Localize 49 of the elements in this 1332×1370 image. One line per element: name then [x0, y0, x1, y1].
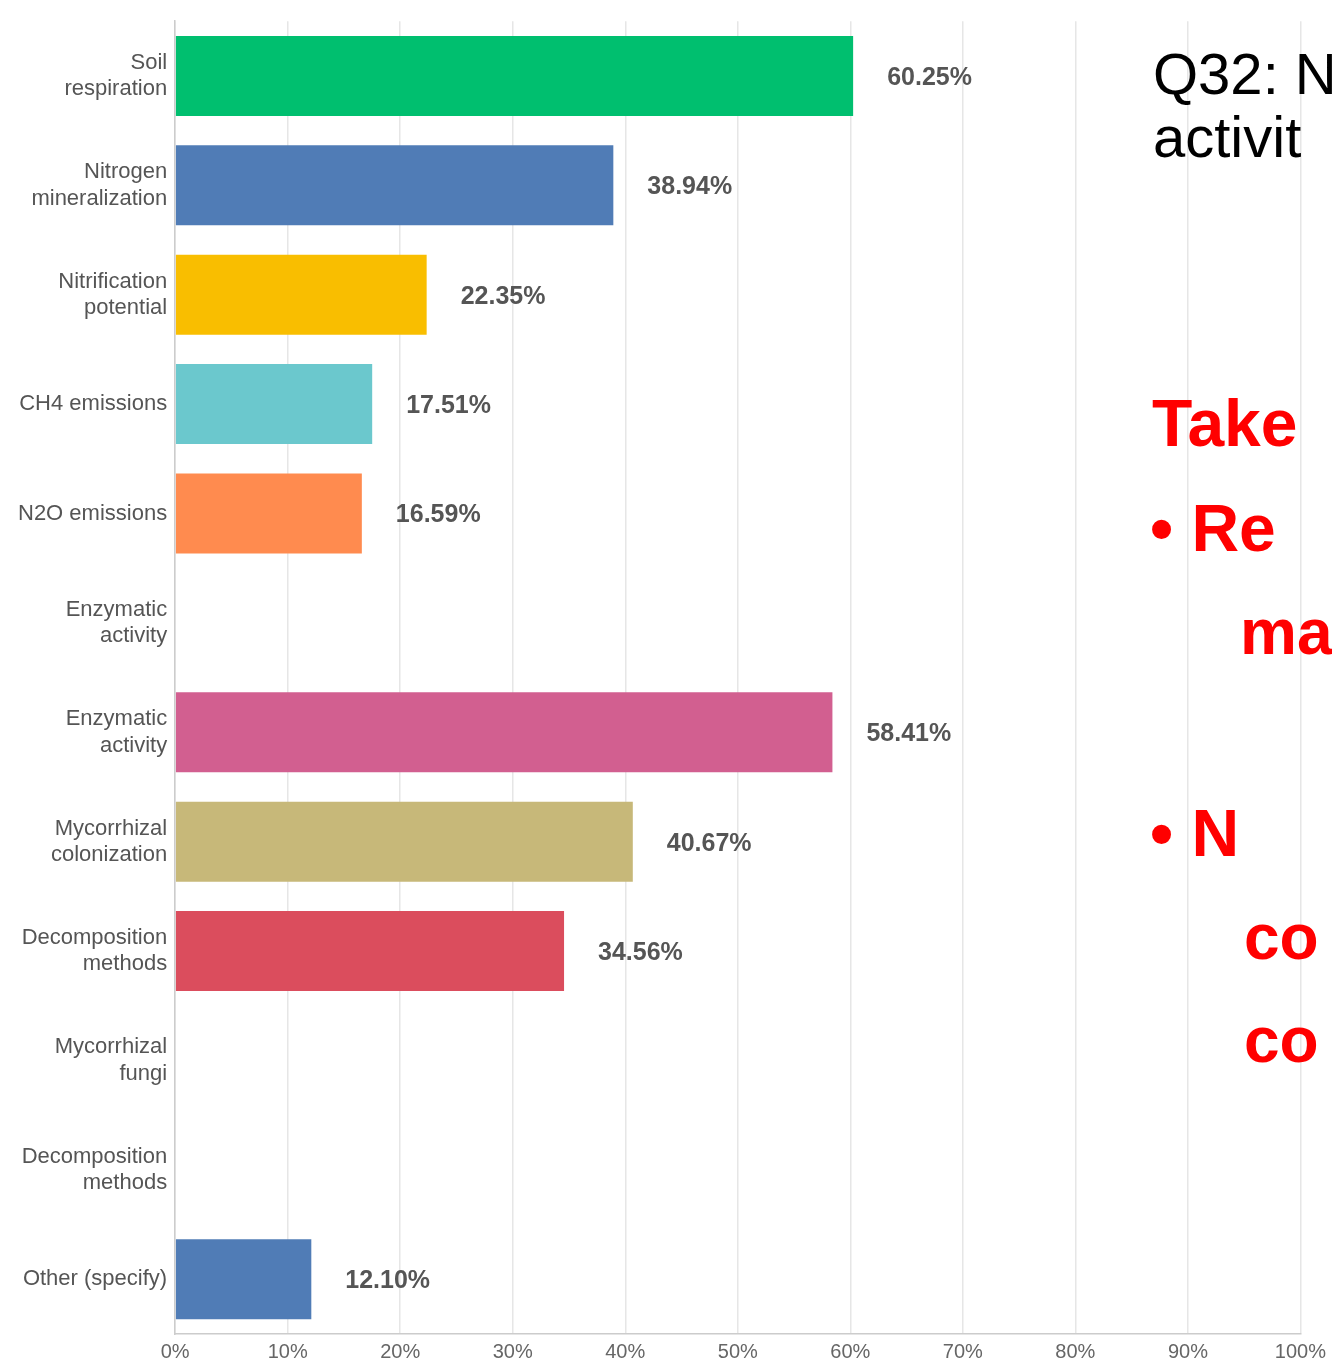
data-label: 34.56%	[598, 936, 683, 965]
y-tick-label: N2O emissions	[18, 499, 168, 525]
y-tick-label: Nitrification potential	[58, 267, 168, 319]
x-tick-label: 100%	[1274, 1339, 1327, 1362]
y-tick-label: Decomposition methods	[21, 923, 168, 976]
x-tick-label: 20%	[380, 1339, 421, 1362]
x-tick-label: 80%	[1055, 1339, 1096, 1362]
data-label: 12.10%	[345, 1265, 431, 1294]
y-tick-label: Soil respiration	[64, 48, 168, 101]
x-tick-label: 70%	[942, 1339, 984, 1362]
bar	[175, 473, 362, 554]
annotation: Q32: N	[1153, 41, 1332, 106]
data-label: 40.67%	[666, 827, 752, 856]
bar	[175, 692, 833, 773]
data-label: 38.94%	[647, 171, 733, 200]
x-tick-label: 0%	[160, 1339, 190, 1362]
annotation: • Re	[1150, 491, 1276, 565]
bar	[175, 364, 373, 445]
annotation: ma	[1240, 596, 1332, 668]
annotation: co	[1244, 901, 1319, 973]
data-label: 22.35%	[460, 280, 546, 309]
data-label: 17.51%	[406, 389, 491, 418]
x-tick-label: 40%	[605, 1339, 646, 1362]
annotation: Take	[1152, 386, 1298, 460]
y-tick-label: Nitrogen mineralization	[31, 158, 168, 210]
y-tick-label: Decomposition methods	[21, 1142, 168, 1195]
x-tick-label: 60%	[830, 1339, 871, 1362]
bar	[175, 254, 427, 335]
y-tick-label: CH4 emissions	[19, 390, 168, 416]
bar	[175, 145, 614, 226]
annotation: • N	[1150, 796, 1240, 870]
y-tick-label: Mycorrhizal fungi	[54, 1033, 168, 1085]
x-tick-label: 10%	[267, 1339, 308, 1362]
y-tick-label: Mycorrhizal colonization	[50, 814, 168, 866]
x-tick-label: 90%	[1167, 1339, 1209, 1362]
bar	[175, 911, 565, 992]
data-label: 60.25%	[887, 61, 972, 90]
data-label: 58.41%	[866, 718, 952, 747]
y-tick-label: Enzymatic activity	[65, 595, 168, 648]
data-label: 16.59%	[395, 499, 481, 528]
annotation: co	[1244, 1004, 1319, 1076]
y-tick-label: Enzymatic activity	[65, 705, 168, 757]
bar	[175, 35, 854, 116]
x-tick-label: 50%	[717, 1339, 759, 1362]
x-tick-label: 30%	[492, 1339, 533, 1362]
bar	[175, 801, 633, 882]
bar	[175, 1239, 312, 1320]
y-tick-label: Other (specify)	[22, 1265, 168, 1291]
annotation: activit	[1153, 104, 1302, 169]
